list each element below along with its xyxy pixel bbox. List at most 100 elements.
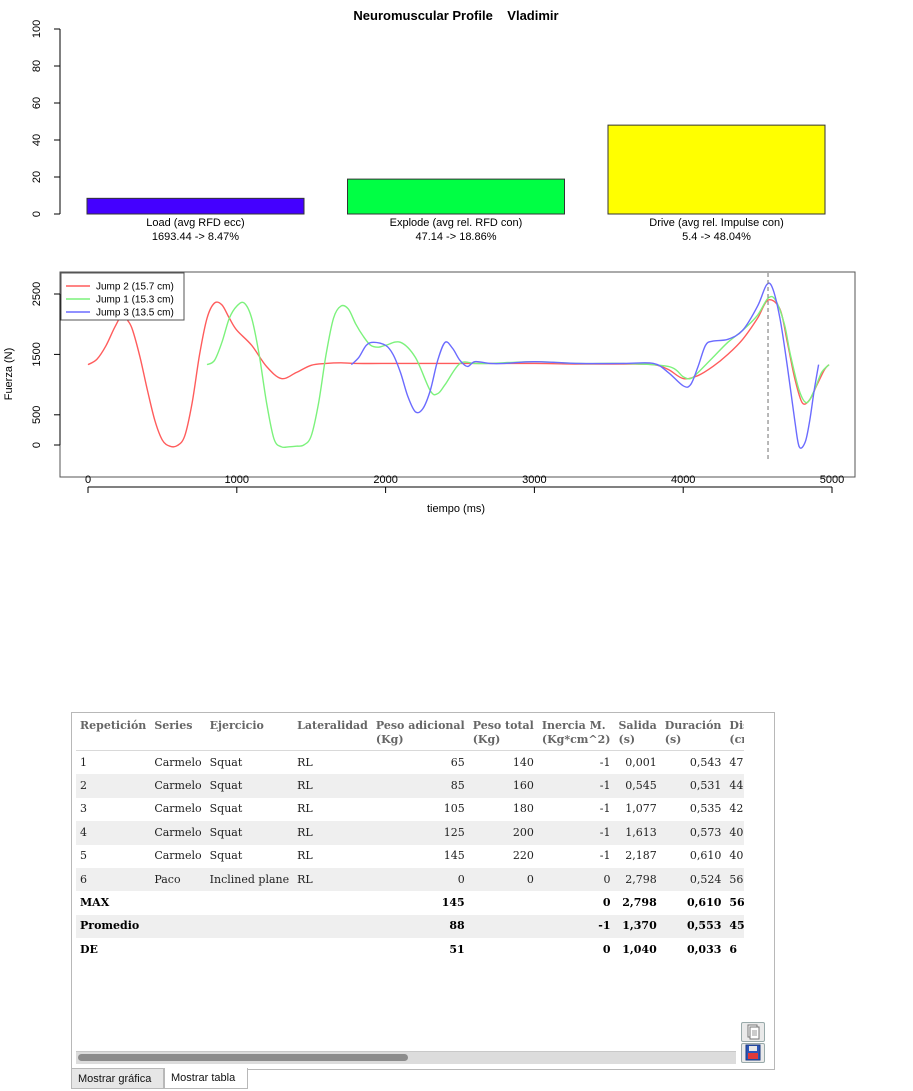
column-header-label: Series xyxy=(154,719,193,732)
table-cell: MAX xyxy=(80,896,110,910)
table-cell: 44 xyxy=(725,774,744,798)
table-cell: 40 xyxy=(725,821,744,845)
column-header-label: Salida xyxy=(618,719,657,732)
table-cell: 85 xyxy=(371,774,469,798)
table-cell: 145 xyxy=(441,896,465,910)
series-line-1 xyxy=(87,299,830,448)
y-tick-label: 0 xyxy=(31,442,43,448)
summary-row[interactable]: MAX 145 0 2,798 0,610 56 xyxy=(76,891,744,914)
table-cell: 160 xyxy=(468,774,538,798)
column-header-unit: (cm) xyxy=(729,733,744,746)
tab-show-chart[interactable]: Mostrar gráfica xyxy=(71,1068,164,1089)
table-cell: -1 xyxy=(537,774,615,798)
summary-row[interactable]: DE 51 0 1,040 0,033 6 xyxy=(76,938,744,961)
table-cell xyxy=(206,891,293,914)
copy-button[interactable] xyxy=(741,1022,765,1042)
table-cell: 2 xyxy=(76,774,151,798)
column-header[interactable]: Lateralidad xyxy=(293,715,372,751)
table-cell: Squat xyxy=(209,755,243,769)
table-row[interactable]: 2 Carmelo Squat RL 85 160 -1 0,545 0,531 44 xyxy=(76,774,744,798)
save-button[interactable] xyxy=(741,1043,765,1063)
table-cell xyxy=(150,914,206,939)
table-cell xyxy=(293,891,372,914)
table-row[interactable]: 1 Carmelo Squat RL 65 140 -1 0,001 0,543 47 xyxy=(76,751,744,775)
bar-category-label: Explode (avg rel. RFD con) xyxy=(390,217,523,229)
table-row[interactable]: 4 Carmelo Squat RL 125 200 -1 1,613 0,573 40 xyxy=(76,821,744,845)
copy-document-icon xyxy=(747,1024,760,1040)
column-header-unit: (Kg*cm^2) xyxy=(541,733,611,746)
y-tick-label: 500 xyxy=(31,406,43,424)
column-header-label: Peso adicional xyxy=(375,719,465,732)
table-viewport[interactable]: Repetición Series Ejercicio Lateralidad Peso… xyxy=(76,715,744,1045)
column-header-unit: (s) xyxy=(618,733,636,746)
table-cell: 220 xyxy=(512,849,534,863)
x-tick-label: 0 xyxy=(85,474,91,486)
y-tick-label: 2500 xyxy=(31,282,43,306)
table-cell: Paco xyxy=(150,867,206,892)
column-header-label: Repetición xyxy=(80,719,147,732)
table-cell xyxy=(468,914,538,939)
legend-entry: Jump 2 (15.7 cm) xyxy=(96,282,174,293)
column-header[interactable]: Peso adicional (Kg) xyxy=(371,715,469,751)
table-cell: DE xyxy=(80,942,98,956)
column-header[interactable]: Ejercicio xyxy=(205,715,294,751)
table-cell: -1 xyxy=(599,849,611,863)
save-floppy-icon xyxy=(745,1044,761,1061)
table-cell: 0 xyxy=(537,867,615,892)
neuromuscular-bar-chart: Neuromuscular Profile Vladimir 0 20 40 60 80… xyxy=(31,8,826,243)
table-cell: -1 xyxy=(537,914,615,939)
table-cell xyxy=(293,914,372,939)
table-cell: RL xyxy=(297,849,313,863)
summary-row[interactable]: Promedio 88 -1 1,370 0,553 45 xyxy=(76,914,744,939)
series-line-2 xyxy=(206,295,830,449)
results-table-panel: Repetición Series Ejercicio Lateralidad Peso… xyxy=(71,712,775,1070)
column-header-label: Peso total xyxy=(472,719,534,732)
bar-2 xyxy=(347,178,565,215)
table-cell: 0 xyxy=(602,942,611,956)
table-cell: 145 xyxy=(443,849,465,863)
column-header-label: Dista xyxy=(729,719,744,732)
table-cell: 140 xyxy=(512,755,534,769)
table-cell: -1 xyxy=(537,821,615,845)
table-cell: 0,545 xyxy=(614,774,661,798)
bar-value-label: 47.14 -> 18.86% xyxy=(415,231,496,243)
chart-title: Neuromuscular Profile Vladimir xyxy=(353,8,558,23)
column-header-label: Inercia M. xyxy=(541,719,606,732)
line-y-axis: 0 500 1500 2500 xyxy=(31,282,61,448)
column-header[interactable]: Peso total (Kg) xyxy=(468,715,538,751)
table-cell: 88 xyxy=(371,914,469,939)
table-cell: 0 xyxy=(468,867,538,892)
x-axis-title: tiempo (ms) xyxy=(427,503,485,515)
table-body: 1 Carmelo Squat RL 65 140 -1 0,001 0,543 47 2 Carme… xyxy=(76,751,744,962)
table-row[interactable]: 5 Carmelo Squat RL 145 220 -1 2,187 0,610 40 xyxy=(76,845,744,868)
table-cell: 2,798 xyxy=(614,867,661,892)
y-tick-label: 1500 xyxy=(31,342,43,366)
table-cell: RL xyxy=(293,774,372,798)
table-row[interactable]: 6 Paco Inclined plane RL 0 0 0 2,798 0,524 56 xyxy=(76,867,744,892)
tab-show-table[interactable]: Mostrar tabla xyxy=(164,1068,248,1089)
table-cell: Carmelo xyxy=(150,821,206,845)
column-header-unit: (Kg) xyxy=(472,733,501,746)
table-cell: RL xyxy=(297,802,313,816)
horizontal-scrollbar[interactable] xyxy=(76,1051,736,1064)
table-cell: 6 xyxy=(76,867,151,892)
y-axis-title: Fuerza (N) xyxy=(3,348,15,401)
table-cell xyxy=(150,938,205,961)
table-cell: -1 xyxy=(599,755,611,769)
x-tick-label: 4000 xyxy=(671,474,695,486)
x-tick-label: 1000 xyxy=(225,474,249,486)
column-header[interactable]: Repetición xyxy=(76,715,151,751)
table-cell: 105 xyxy=(443,802,465,816)
bar-category-label: Drive (avg rel. Impulse con) xyxy=(649,217,784,229)
column-header[interactable]: Salida (s) xyxy=(614,715,661,751)
table-row[interactable]: 3 Carmelo Squat RL 105 180 -1 1,077 0,535 42 xyxy=(76,798,744,821)
column-header[interactable]: Inercia M. (Kg*cm^2) xyxy=(537,715,615,751)
scrollbar-thumb[interactable] xyxy=(78,1054,408,1061)
bar-3 xyxy=(607,124,826,215)
column-header[interactable]: Series xyxy=(150,715,206,751)
table-cell: 0 xyxy=(602,896,611,910)
column-header[interactable]: Duración (s) xyxy=(660,715,726,751)
table-cell: Inclined plane xyxy=(205,867,294,892)
table-cell: 0,573 xyxy=(660,821,726,845)
column-header[interactable]: Dista(cm) xyxy=(725,715,744,751)
